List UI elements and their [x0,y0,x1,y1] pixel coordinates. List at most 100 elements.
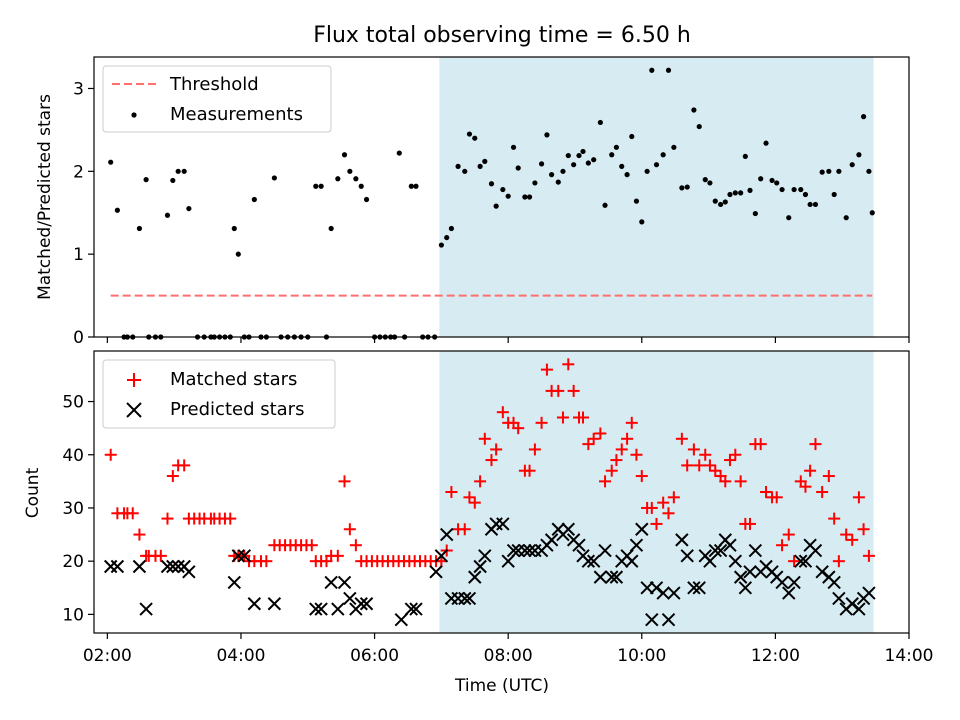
measurement-point [576,152,582,159]
measurement-point [477,163,483,169]
matched-point [567,384,580,397]
measurement-point [482,158,488,164]
predicted-point [404,602,419,616]
predicted-point [409,602,423,616]
measurement-point [549,172,555,178]
matched-point [744,517,757,530]
measurement-point [251,196,257,203]
matched-point [104,448,117,461]
predicted-point [247,597,262,611]
predicted-point [237,549,252,563]
predicted-point [160,559,175,574]
figure-title: Flux total observing time = 6.50 h [313,23,691,48]
matched-point [662,507,675,520]
predicted-point [598,543,612,558]
measurement-point [671,144,677,150]
predicted-point [231,549,246,563]
matched-point [458,523,471,536]
matched-point [552,384,565,397]
measurement-point [653,162,660,168]
measurement-point [571,162,577,168]
predicted-point [782,586,796,600]
ratio-plot-frame [93,56,910,338]
predicted-point [733,570,748,584]
measurement-point [609,152,615,158]
measurement-point [544,132,550,138]
measurement-point [660,152,666,158]
matched-point [667,491,680,504]
predicted-point [748,543,763,558]
measurement-point [347,168,353,174]
predicted-point [331,602,345,616]
matched-point [822,470,835,483]
matched-point [699,448,712,461]
predicted-point [171,559,185,574]
predicted-point [572,538,586,552]
counts-ytick-label: 40 [62,446,84,466]
measurement-point [836,168,842,174]
measurement-point [769,177,775,184]
matched-point [804,464,817,477]
counts-xtick-label: 02:00 [83,646,132,666]
predicted-point [692,581,706,595]
matched-point [610,454,623,467]
measurement-point [235,251,241,257]
matched-stars-series [104,358,875,568]
measurement-point [649,67,655,73]
measurement-point [170,177,176,184]
predicted-point [787,575,801,590]
predicted-point [110,559,125,574]
predicted-point [667,586,681,600]
measurement-point [633,198,640,204]
measurements-legend-label: Measurements [170,104,303,125]
predicted-point [478,549,492,563]
ratio-ytick-label: 0 [73,328,84,348]
predicted-point [359,597,374,611]
matched-point [178,459,191,472]
matched-point [857,523,870,536]
ratio-observing-window [439,57,874,337]
measurement-point [462,168,468,174]
measurement-point [448,225,454,232]
counts-xlabel: Time (UTC) [454,676,549,696]
predicted-point [852,602,866,616]
measurement-point [856,152,862,158]
predicted-point [506,543,521,558]
matched-point [582,438,595,451]
measurement-point [831,191,837,198]
matched-point [675,432,688,445]
measurement-point [738,190,744,196]
matched-point [709,464,722,477]
predicted-point [309,602,323,616]
measurement-point [164,212,171,218]
measurement-point [791,186,797,193]
predicted-point [625,554,639,568]
predicted-point [708,543,722,558]
predicted-point [501,554,515,568]
predicted-point [798,554,813,568]
matched-point [840,528,853,541]
matched-point [523,464,536,477]
predicted-point [832,591,846,606]
measurement-point [181,168,187,174]
predicted-point [808,543,823,558]
measurement-point [747,187,753,193]
matched-point [587,432,600,445]
predicted-point [680,549,694,563]
predicted-stars-series [103,517,876,627]
measurements-series [108,67,875,340]
matched-point [729,448,742,461]
measurement-point [580,148,586,155]
measurement-point [143,177,149,183]
matched-point [852,491,865,504]
measurement-point [819,169,825,175]
predicted-point [561,522,576,536]
matched-point [260,555,273,568]
measurement-point [565,152,571,159]
measurement-point [602,202,608,208]
matched-point [809,438,822,451]
measurement-point [779,186,785,193]
matched-point [528,443,541,456]
predicted-point [182,565,196,579]
measurement-point [752,210,758,217]
